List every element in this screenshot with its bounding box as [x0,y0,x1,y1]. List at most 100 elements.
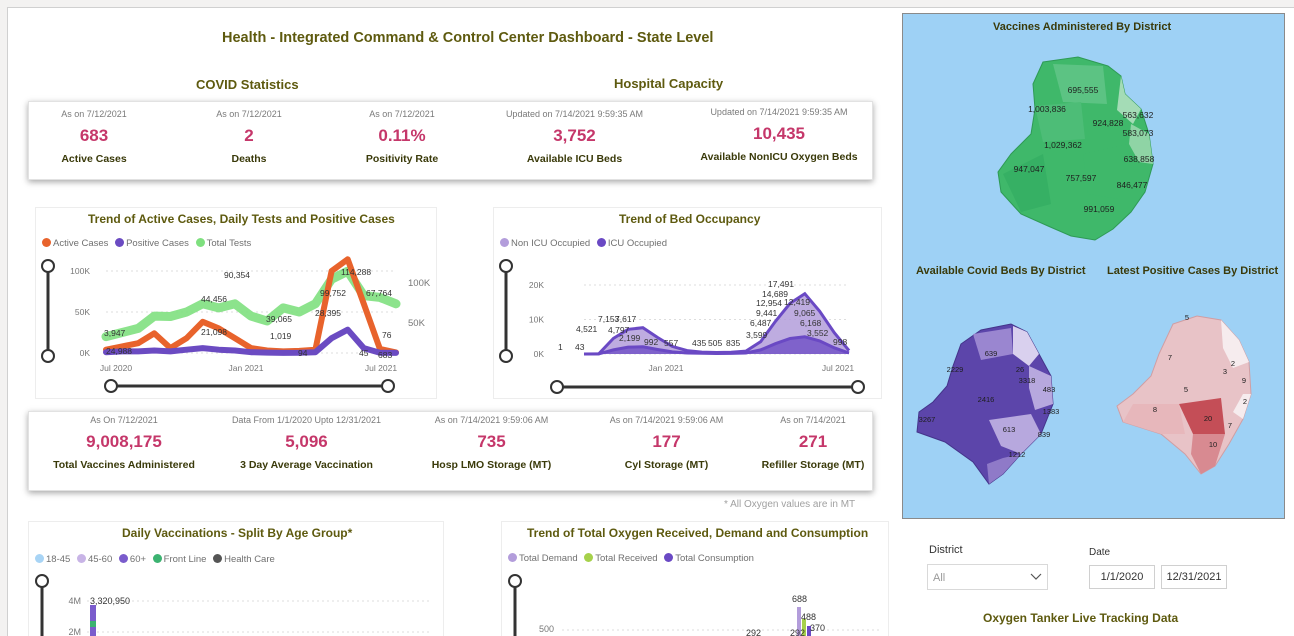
data-label: 505 [708,338,722,348]
legend-item-18-45[interactable]: 18-45 [35,554,70,565]
legend-item-positive[interactable]: Positive Cases [115,238,189,249]
horizontal-slider-handle-right[interactable] [851,380,865,394]
map-value-label: 483 [1043,385,1056,394]
kpi-available-icu-beds[interactable]: Updated on 7/14/2021 9:59:35 AM 3,752 Av… [497,109,652,165]
data-label: 3,552 [807,328,829,338]
legend-item-60plus[interactable]: 60+ [118,554,146,565]
vaccine-kpi-card: As On 7/12/2021 9,008,175 Total Vaccines… [28,411,873,491]
legend-item-front-line[interactable]: Front Line [152,554,206,565]
oxygen-bar [802,619,806,636]
legend-item-45-60[interactable]: 45-60 [76,554,113,565]
district-dropdown[interactable]: All [927,564,1048,590]
legend-dot [35,554,44,563]
vertical-slider-handle-bottom[interactable] [41,349,55,363]
map-value-label: 638,858 [1124,154,1155,164]
legend-item-total-received[interactable]: Total Received [584,553,658,564]
kpi-value: 271 [798,432,828,451]
vertical-slider-handle-top[interactable] [41,259,55,273]
vertical-slider-handle-top[interactable] [499,259,513,273]
x-tick-label: Jul 2021 [365,363,397,373]
kpi-asof: As On 7/12/2021 [90,415,158,425]
legend-item-health-care[interactable]: Health Care [213,554,275,565]
legend-label: Active Cases [53,238,109,249]
district-filter-label: District [929,544,963,556]
chart-legend: Non ICU Occupied ICU Occupied [500,238,671,249]
legend-item-total-demand[interactable]: Total Demand [508,553,578,564]
vaccines-map[interactable]: 695,555 1,003,836 924,828 563,632 583,07… [903,14,1284,518]
kpi-3day-avg-vaccination[interactable]: Data From 1/1/2020 Upto 12/31/2021 5,096… [214,415,399,471]
map-value-label: 3 [1223,367,1227,376]
oxygen-note: * All Oxygen values are in MT [724,499,856,510]
legend-dot [584,553,594,562]
legend-dot [42,238,51,247]
kpi-deaths[interactable]: As on 7/12/2021 2 Deaths [184,109,314,165]
legend-item-active[interactable]: Active Cases [42,238,108,249]
vaccines-map-title: Vaccines Administered By District [993,21,1172,33]
legend-label: Total Demand [519,553,578,564]
legend-item-non-icu[interactable]: Non ICU Occupied [500,238,590,249]
active-cases-plot: 100K 50K 0K 100K 50K Jul 2020 Jan 2021 Jul 2021… [41,256,431,393]
legend-label: 45-60 [87,554,113,565]
data-label: 557 [664,338,678,348]
kpi-value: 9,008,175 [86,432,162,451]
area-non-icu-occupied [584,293,849,354]
map-value-label: 20 [1204,414,1212,423]
vertical-slider-handle-bottom[interactable] [499,349,513,363]
data-label: 292 [790,628,805,636]
kpi-cyl-storage[interactable]: As on 7/14/2021 9:59:06 AM 177 Cyl Stora… [589,415,744,471]
map-value-label: 947,047 [1014,164,1045,174]
data-label: 17,491 [768,279,794,289]
date-from-input[interactable]: 1/1/2020 [1089,565,1155,589]
horizontal-slider-handle-left[interactable] [104,379,118,393]
chart-legend: Total Demand Total Received Total Consum… [508,553,758,564]
map-value-label: 757,597 [1066,173,1097,183]
data-label: 6,168 [800,318,822,328]
dashboard-title: Health - Integrated Command & Control Ce… [222,30,714,46]
data-label: 28,395 [315,308,341,318]
kpi-label: Deaths [231,153,267,165]
kpi-total-vaccines[interactable]: As On 7/12/2021 9,008,175 Total Vaccines… [29,415,219,471]
data-label: 435 [692,338,706,348]
kpi-positivity-rate[interactable]: As on 7/12/2021 0.11% Positivity Rate [337,109,467,165]
vertical-slider-handle-top[interactable] [35,574,49,588]
kpi-hosp-lmo-storage[interactable]: As on 7/14/2021 9:59:06 AM 735 Hosp LMO … [414,415,569,471]
legend-item-tests[interactable]: Total Tests [195,238,251,249]
data-label: 1 [558,342,563,352]
y2-tick-label: 50K [408,318,426,329]
data-label: 683 [378,350,392,360]
positive-map-title: Latest Positive Cases By District [1107,265,1279,277]
kpi-label: Positivity Rate [365,153,439,165]
kpi-refiller-storage[interactable]: As on 7/14/2021 271 Refiller Storage (MT… [754,415,872,471]
daily-vaccinations-chart[interactable]: Daily Vaccinations - Split By Age Group*… [28,521,444,636]
chart-legend: Active Cases Positive Cases Total Tests [42,238,255,249]
kpi-active-cases[interactable]: As on 7/12/2021 683 Active Cases [29,109,159,165]
legend-label: Positive Cases [126,238,189,249]
horizontal-slider-handle-left[interactable] [550,380,564,394]
kpi-asof: As on 7/12/2021 [216,109,282,119]
kpi-available-nonicu-beds[interactable]: Updated on 7/14/2021 9:59:35 AM 10,435 A… [694,107,864,163]
vaccines-map-district [1003,154,1051,212]
legend-item-total-consumption[interactable]: Total Consumption [664,553,754,564]
vaccination-bar [90,605,96,636]
oxygen-trend-chart[interactable]: Trend of Total Oxygen Received, Demand a… [501,521,889,636]
legend-dot [500,238,509,247]
chart-title: Trend of Bed Occupancy [619,212,761,226]
data-label: 835 [726,338,740,348]
horizontal-slider-handle-right[interactable] [381,379,395,393]
legend-dot [596,238,606,247]
legend-item-icu[interactable]: ICU Occupied [596,238,667,249]
kpi-asof: As on 7/14/2021 9:59:06 AM [434,415,549,425]
data-label: 4,797 [608,325,630,335]
active-cases-trend-chart[interactable]: Trend of Active Cases, Daily Tests and P… [35,207,437,399]
x-tick-label: Jul 2020 [100,363,132,373]
chart-title: Trend of Active Cases, Daily Tests and P… [88,212,395,226]
data-label: 3,320,950 [90,596,130,606]
map-value-label: 1212 [1009,450,1026,459]
y2-tick-label: 100K [408,278,431,289]
date-to-input[interactable]: 12/31/2021 [1161,565,1227,589]
bed-occupancy-chart[interactable]: Trend of Bed Occupancy Non ICU Occupied … [493,207,882,399]
beds-map-district [1013,326,1039,366]
beds-map-district [989,414,1041,454]
covid-stats-title: COVID Statistics [196,77,299,92]
vertical-slider-handle-top[interactable] [508,574,522,588]
